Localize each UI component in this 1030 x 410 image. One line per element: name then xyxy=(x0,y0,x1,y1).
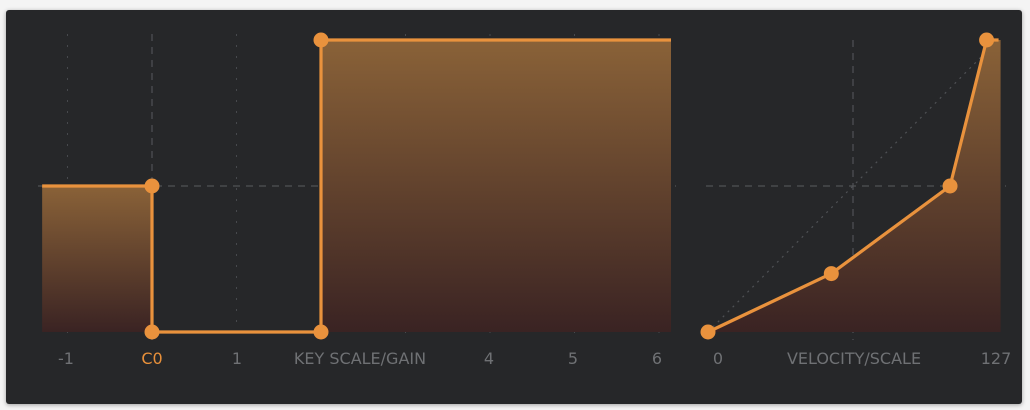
velocity-scale-title: VELOCITY/SCALE xyxy=(787,349,921,368)
key-breakpoint-handle[interactable] xyxy=(313,32,329,48)
key-gain-region xyxy=(321,40,671,332)
key-scale-line xyxy=(42,38,671,334)
key-tick-1: 1 xyxy=(232,349,242,368)
key-breakpoint-handle[interactable] xyxy=(144,178,160,194)
key-scale-curve[interactable] xyxy=(42,38,671,334)
velocity-breakpoint-handle[interactable] xyxy=(942,178,958,194)
key-breakpoint-handle[interactable] xyxy=(144,324,160,340)
velocity-breakpoint-handle[interactable] xyxy=(979,32,995,48)
key-breakpoint-handle[interactable] xyxy=(313,324,329,340)
key-tick-4: 4 xyxy=(484,349,494,368)
editor-canvas: -1 C0 1 KEY SCALE/GAIN 4 5 6 0 VELOCITY/… xyxy=(38,32,1012,368)
key-tick-5: 5 xyxy=(568,349,578,368)
velocity-fill-area xyxy=(708,40,1001,332)
key-tick-c0: C0 xyxy=(141,349,162,368)
key-scale-fill xyxy=(42,40,671,332)
velocity-tick-0: 0 xyxy=(713,349,723,368)
velocity-fill xyxy=(708,40,1001,332)
key-tick-6: 6 xyxy=(652,349,662,368)
velocity-breakpoints[interactable] xyxy=(700,32,995,340)
envelope-editor-panel: -1 C0 1 KEY SCALE/GAIN 4 5 6 0 VELOCITY/… xyxy=(6,10,1022,404)
velocity-breakpoint-handle[interactable] xyxy=(823,266,839,282)
velocity-tick-127: 127 xyxy=(981,349,1012,368)
key-tick-minus1: -1 xyxy=(58,349,74,368)
key-scale-title: KEY SCALE/GAIN xyxy=(294,349,426,368)
velocity-breakpoint-handle[interactable] xyxy=(700,324,716,340)
key-scale-breakpoints[interactable] xyxy=(144,32,329,340)
key-gain-region xyxy=(42,186,152,332)
